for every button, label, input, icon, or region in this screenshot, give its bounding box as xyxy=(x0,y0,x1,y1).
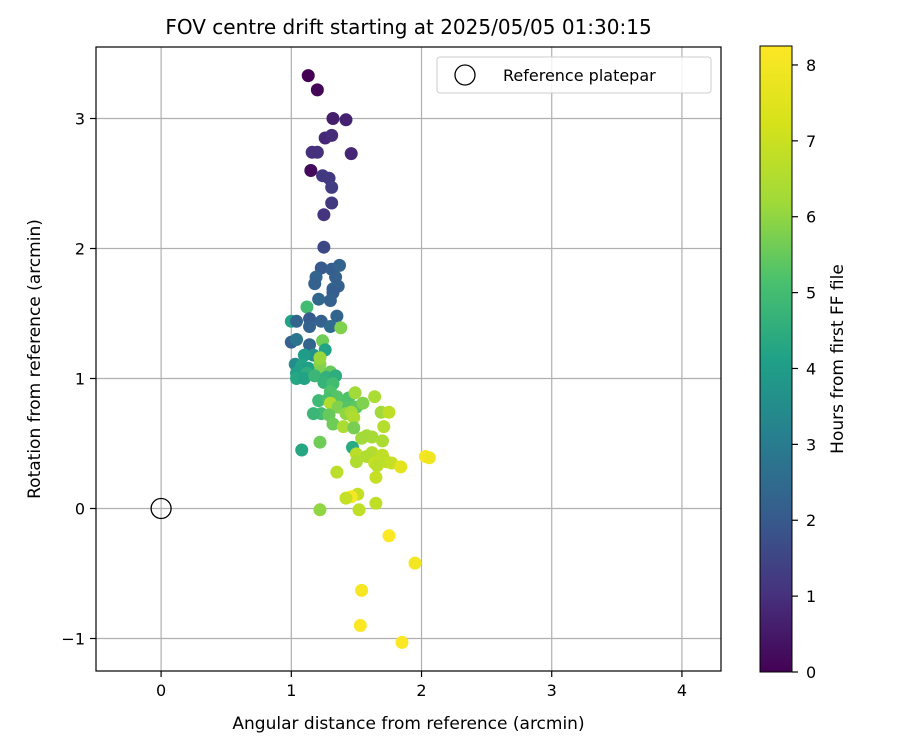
data-point xyxy=(326,417,340,431)
data-point xyxy=(301,69,315,83)
data-point xyxy=(355,583,369,597)
data-point xyxy=(348,386,362,400)
data-point xyxy=(300,300,314,314)
data-point xyxy=(394,460,408,474)
data-point xyxy=(290,333,304,346)
legend: Reference platepar xyxy=(436,56,712,94)
data-point xyxy=(334,321,348,335)
reference-marker-layer xyxy=(150,497,172,520)
data-point xyxy=(339,113,353,127)
data-point xyxy=(308,369,322,383)
plot-frame xyxy=(95,46,722,672)
y-tick-label: 1 xyxy=(75,370,85,389)
data-point xyxy=(395,635,409,649)
colorbar-label: Hours from first FF file xyxy=(828,264,848,454)
data-point xyxy=(352,503,366,517)
y-tick-label: −1 xyxy=(61,630,85,649)
colorbar-tick-label: 6 xyxy=(806,208,816,227)
colorbar-tick-label: 5 xyxy=(806,284,816,303)
legend-reference-marker xyxy=(454,64,476,86)
chart-title: FOV centre drift starting at 2025/05/05 … xyxy=(165,15,651,39)
x-axis-label: Angular distance from reference (arcmin) xyxy=(232,714,584,734)
data-point xyxy=(369,496,383,510)
data-point xyxy=(332,258,346,272)
data-point xyxy=(365,430,379,444)
data-point xyxy=(310,83,324,97)
data-point xyxy=(297,372,311,385)
colorbar: 0 1 2 3 4 5 6 7 8 Hours from first FF file xyxy=(759,45,848,682)
colorbar-tick-label: 4 xyxy=(806,359,816,378)
data-point xyxy=(349,455,363,469)
x-tick-label: 2 xyxy=(416,681,426,700)
data-point xyxy=(355,431,369,445)
x-tick-label: 3 xyxy=(547,681,557,700)
data-point xyxy=(304,164,318,177)
data-point xyxy=(408,556,422,570)
data-point xyxy=(295,443,309,457)
data-point xyxy=(325,196,339,210)
colorbar-tick-label: 2 xyxy=(806,511,816,530)
data-point xyxy=(323,294,337,307)
colorbar-ticks: 0 1 2 3 4 5 6 7 8 xyxy=(792,56,816,682)
data-point xyxy=(297,348,311,362)
data-point xyxy=(308,277,322,291)
colorbar-gradient xyxy=(759,45,793,673)
data-point xyxy=(382,405,396,419)
data-point xyxy=(313,503,327,517)
data-point xyxy=(344,147,358,161)
data-point xyxy=(310,145,324,159)
colorbar-tick-label: 1 xyxy=(806,587,816,606)
data-point xyxy=(375,434,389,448)
data-points xyxy=(284,69,436,649)
data-point xyxy=(306,407,320,421)
data-point xyxy=(382,529,396,543)
reference-platepar-marker xyxy=(150,497,172,520)
data-point xyxy=(330,309,344,323)
data-point xyxy=(353,619,367,632)
data-point xyxy=(303,338,317,352)
colorbar-tick-label: 0 xyxy=(806,663,816,682)
data-point xyxy=(356,396,370,410)
y-axis-label: Rotation from reference (arcmin) xyxy=(25,219,45,499)
y-tick-label: 3 xyxy=(75,110,85,129)
data-point xyxy=(303,320,317,333)
colorbar-tick-label: 7 xyxy=(806,132,816,151)
data-point xyxy=(323,320,337,333)
data-point xyxy=(330,465,344,479)
data-point xyxy=(313,435,327,449)
data-point xyxy=(369,470,383,484)
grid xyxy=(96,47,721,671)
data-point xyxy=(336,420,350,434)
data-point xyxy=(422,451,436,465)
data-point xyxy=(339,491,353,505)
colorbar-tick-label: 3 xyxy=(806,435,816,454)
legend-box xyxy=(436,56,712,94)
x-tick-label: 1 xyxy=(286,681,296,700)
y-tick-label: 0 xyxy=(75,500,85,519)
y-tick-label: 2 xyxy=(75,240,85,259)
data-point xyxy=(326,112,340,125)
data-point xyxy=(325,128,339,142)
data-point xyxy=(370,459,384,473)
data-point xyxy=(317,208,331,222)
colorbar-tick-label: 8 xyxy=(806,56,816,75)
data-point xyxy=(313,351,327,365)
x-axis: 0 1 2 3 4 xyxy=(156,671,687,700)
data-point xyxy=(377,420,391,434)
data-point xyxy=(347,411,361,424)
data-point xyxy=(290,314,304,328)
data-point xyxy=(368,390,382,404)
x-tick-label: 4 xyxy=(677,681,687,700)
y-axis: −1 0 1 2 3 xyxy=(61,110,96,649)
data-point xyxy=(317,240,331,254)
x-tick-label: 0 xyxy=(156,681,166,700)
data-point xyxy=(325,180,339,194)
legend-entry-label: Reference platepar xyxy=(503,66,656,85)
data-point xyxy=(347,421,361,435)
data-point xyxy=(312,292,326,306)
